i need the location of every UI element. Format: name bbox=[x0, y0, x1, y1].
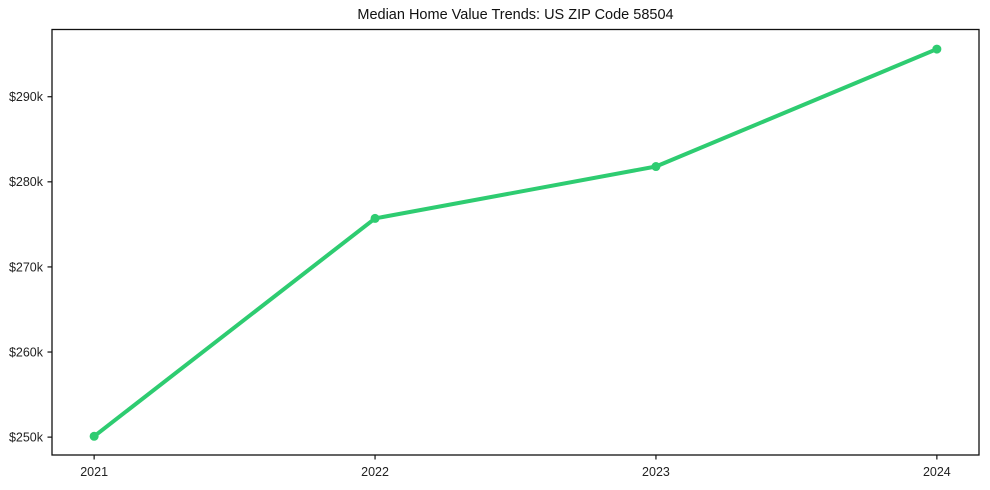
y-tick-label: $250k bbox=[9, 431, 44, 445]
plot-border bbox=[51, 28, 980, 456]
y-tick-label: $280k bbox=[9, 175, 44, 189]
y-tick-label: $270k bbox=[9, 260, 44, 274]
x-tick-label: 2021 bbox=[80, 465, 108, 479]
data-point-marker bbox=[651, 162, 661, 172]
chart-title: Median Home Value Trends: US ZIP Code 58… bbox=[357, 7, 674, 23]
data-point-marker bbox=[89, 431, 99, 441]
data-point-marker bbox=[370, 213, 380, 223]
series-line bbox=[92, 47, 939, 439]
data-point-marker bbox=[932, 44, 942, 54]
x-tick-label: 2024 bbox=[923, 465, 951, 479]
x-tick-label: 2023 bbox=[642, 465, 670, 479]
x-tick-label: 2022 bbox=[361, 465, 389, 479]
y-tick-label: $260k bbox=[9, 345, 44, 359]
y-tick-label: $290k bbox=[9, 90, 44, 104]
